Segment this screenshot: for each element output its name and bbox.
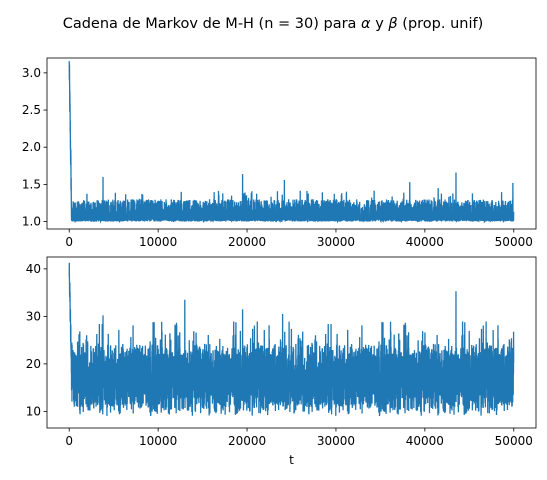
y-tick-label: 30 — [26, 309, 41, 323]
figure-title: Cadena de Markov de M-H (n = 30) para α … — [63, 16, 484, 32]
y-tick-label: 3.0 — [22, 66, 41, 80]
y-tick-label: 40 — [26, 262, 41, 276]
x-tick-label: 20000 — [228, 434, 266, 448]
y-tick-label: 20 — [26, 357, 41, 371]
y-tick-label: 2.0 — [22, 140, 41, 154]
x-tick-label: 40000 — [406, 434, 444, 448]
axes-frame — [46, 57, 537, 230]
x-tick-label: 30000 — [317, 235, 355, 249]
x-tick-label: 10000 — [139, 235, 177, 249]
x-tick-label: 40000 — [406, 235, 444, 249]
x-tick-label: 20000 — [228, 235, 266, 249]
x-tick-label: 50000 — [495, 235, 533, 249]
trace-line — [68, 262, 515, 416]
x-tick-label: 10000 — [139, 434, 177, 448]
x-axis-label: t — [289, 453, 294, 467]
beta-trace-panel: 0 10000 20000 30000 40000 50000 10 20 30 40 t — [26, 256, 537, 467]
axes-frame — [46, 256, 537, 429]
alpha-trace-panel: 0 10000 20000 30000 40000 50000 1.0 1.5 2.0 2.5 3.… — [22, 57, 537, 249]
y-tick-label: 10 — [26, 404, 41, 418]
x-tick-label: 0 — [65, 434, 73, 448]
x-tick-label: 50000 — [495, 434, 533, 448]
x-tick-label: 0 — [65, 235, 73, 249]
trace-line — [68, 61, 515, 224]
y-tick-label: 2.5 — [22, 103, 41, 117]
y-tick-label: 1.0 — [22, 215, 41, 229]
y-tick-label: 1.5 — [22, 177, 41, 191]
x-tick-label: 30000 — [317, 434, 355, 448]
